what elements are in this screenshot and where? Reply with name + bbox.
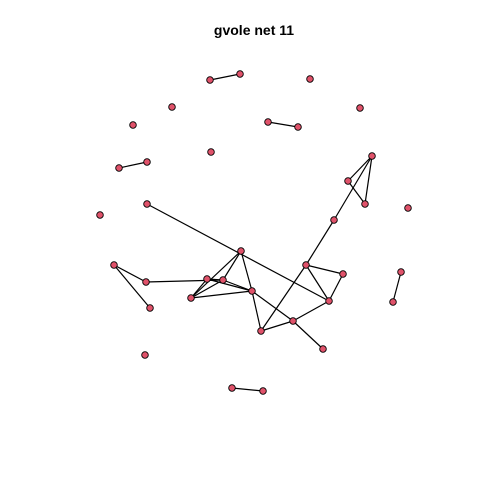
edge-n10-n9 [118,161,148,169]
node-n31 [289,317,297,325]
edge-n21-n28 [305,264,344,275]
node-n2 [236,70,244,78]
node-n12 [96,211,104,219]
node-n17 [237,247,245,255]
node-n36 [259,387,267,395]
node-n10 [115,164,123,172]
plot-title: gvole net 11 [214,22,294,38]
node-n21 [302,261,310,269]
node-n34 [389,298,397,306]
edge-n17-n24 [190,250,242,299]
node-n23 [219,276,227,284]
node-n33 [319,345,327,353]
node-n11 [207,148,215,156]
node-n3 [306,75,314,83]
node-n14 [361,200,369,208]
edge-n19-n25 [113,264,151,309]
edges [113,73,402,392]
edge-n31-n33 [292,320,324,350]
node-n37 [141,351,149,359]
edge-n24-n26 [190,290,253,299]
node-n28 [339,270,347,278]
edge-n21-n30 [260,264,307,332]
edge-n23-n24 [190,279,224,299]
edge-n20-n26 [206,278,253,292]
node-n19 [110,261,118,269]
edge-n31-n30 [260,320,294,332]
node-n26 [248,287,256,295]
node-n27 [325,297,333,305]
node-n20 [203,275,211,283]
node-n22 [142,278,150,286]
node-n15 [330,216,338,224]
node-n9 [143,158,151,166]
edge-n14-n16 [364,155,373,205]
node-n6 [294,123,302,131]
edge-n17-n23 [222,250,242,281]
edge-n35-n36 [231,387,264,392]
edge-n5-n6 [267,121,299,128]
node-n18 [404,204,412,212]
edge-n19-n22 [113,264,147,283]
edge-n27-n31 [292,300,330,322]
node-n30 [257,327,265,335]
node-n7 [356,104,364,112]
edge-n26-n31 [251,290,294,322]
node-n8 [129,121,137,129]
node-n35 [228,384,236,392]
edge-n23-n26 [222,279,253,292]
edge-n16-n15 [333,155,373,221]
node-n16 [368,152,376,160]
edge-n32-n34 [392,271,402,303]
node-n13 [344,177,352,185]
edge-n1-n2 [209,73,241,81]
node-n25 [146,304,154,312]
edge-n28-n27 [328,273,344,302]
node-n24 [187,294,195,302]
node-n1 [206,76,214,84]
node-n32 [397,268,405,276]
nodes [96,70,412,395]
node-n29 [143,200,151,208]
node-n4 [168,103,176,111]
edge-n26-n30 [251,290,262,332]
node-n5 [264,118,272,126]
edge-n26-n17 [240,250,253,292]
edge-n15-n21 [305,219,335,266]
edge-n21-n27 [305,264,330,302]
edge-n13-n16 [347,155,373,182]
edge-n14-n13 [347,180,366,205]
